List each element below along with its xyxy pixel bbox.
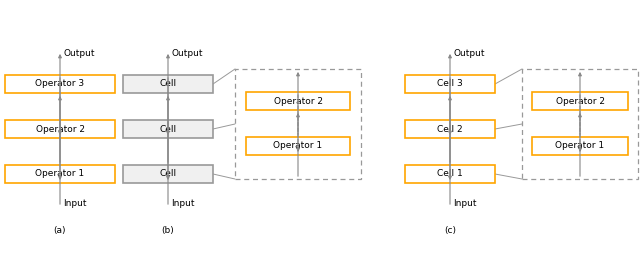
Bar: [532, 92, 628, 110]
Text: Output: Output: [171, 49, 202, 58]
Text: Input: Input: [453, 198, 477, 207]
Text: Cell 3: Cell 3: [437, 79, 463, 88]
Text: Cell 1: Cell 1: [437, 170, 463, 179]
Text: Cell 2: Cell 2: [437, 125, 463, 133]
Bar: [522, 69, 638, 179]
Text: Cell: Cell: [159, 170, 177, 179]
Bar: [235, 69, 361, 179]
Bar: [246, 137, 350, 155]
Bar: [5, 165, 115, 183]
Bar: [405, 120, 495, 138]
Bar: [123, 165, 213, 183]
Bar: [532, 137, 628, 155]
Text: Operator 1: Operator 1: [556, 141, 605, 150]
Text: (b): (b): [162, 227, 174, 236]
Text: Cell: Cell: [159, 79, 177, 88]
Text: Operator 2: Operator 2: [556, 96, 605, 106]
Bar: [123, 120, 213, 138]
Bar: [123, 75, 213, 93]
Text: Operator 2: Operator 2: [273, 96, 323, 106]
Bar: [405, 165, 495, 183]
Text: Operator 3: Operator 3: [35, 79, 84, 88]
Text: Operator 2: Operator 2: [35, 125, 84, 133]
Text: Output: Output: [63, 49, 95, 58]
Text: Operator 1: Operator 1: [35, 170, 84, 179]
Text: (c): (c): [444, 227, 456, 236]
Bar: [5, 75, 115, 93]
Text: Operator 1: Operator 1: [273, 141, 323, 150]
Text: Input: Input: [63, 198, 86, 207]
Text: Cell: Cell: [159, 125, 177, 133]
Bar: [405, 75, 495, 93]
Text: Output: Output: [453, 49, 484, 58]
Bar: [246, 92, 350, 110]
Bar: [5, 120, 115, 138]
Text: Input: Input: [171, 198, 195, 207]
Text: (a): (a): [54, 227, 67, 236]
